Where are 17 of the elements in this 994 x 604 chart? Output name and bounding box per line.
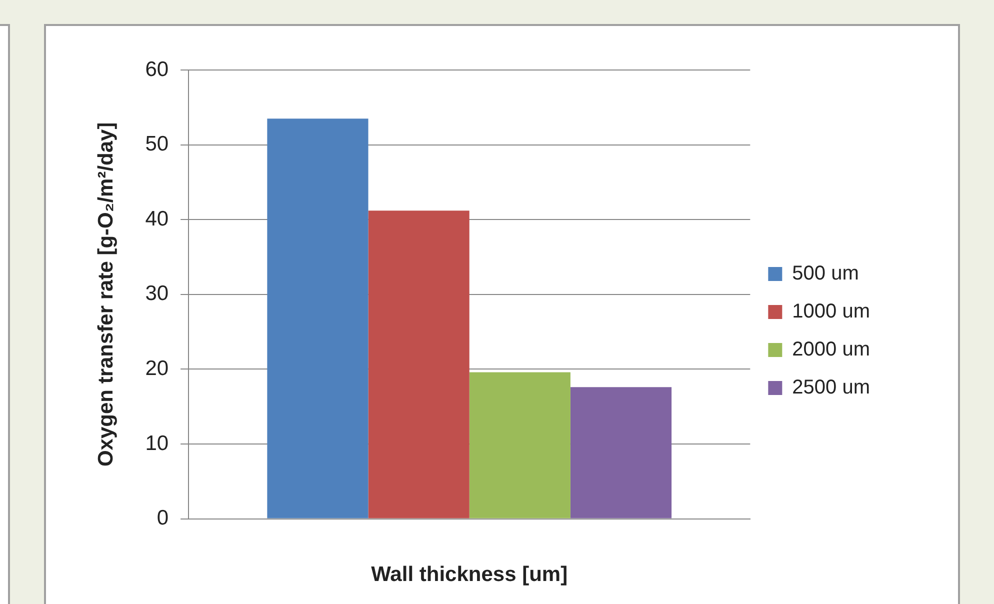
y-tick-label: 60 <box>145 58 169 81</box>
x-axis-title: Wall thickness [um] <box>371 563 568 586</box>
y-tick-label: 10 <box>145 432 169 455</box>
legend-label: 1000 um <box>792 300 870 323</box>
y-tick-label: 30 <box>145 282 169 306</box>
y-tick-label: 20 <box>145 356 169 380</box>
y-axis-title: Oxygen transfer rate [g-O₂/m²/day] <box>94 122 118 467</box>
bar <box>267 118 368 518</box>
bar <box>368 210 470 518</box>
y-tick-label: 50 <box>145 132 169 156</box>
bar <box>469 372 570 518</box>
legend-label: 500 um <box>792 262 859 285</box>
y-tick-label: 40 <box>145 207 169 230</box>
legend-label: 2000 um <box>792 338 870 361</box>
y-tick-label: 0 <box>156 506 169 530</box>
bar <box>570 387 672 518</box>
legend-label: 2500 um <box>792 376 870 399</box>
